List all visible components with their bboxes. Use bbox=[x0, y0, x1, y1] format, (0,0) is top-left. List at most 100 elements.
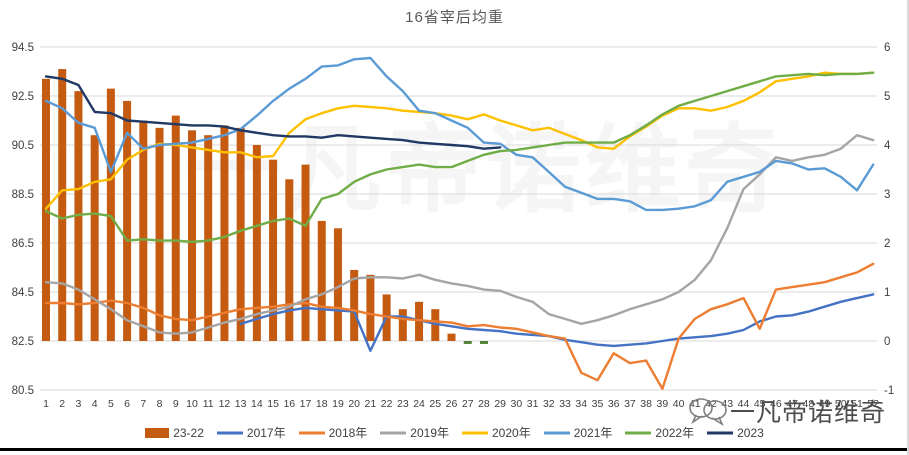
legend-label: 2018年 bbox=[328, 426, 368, 440]
legend-label: 2023 bbox=[737, 425, 764, 440]
series-line-2019年 bbox=[44, 133, 875, 335]
bottom-border bbox=[0, 448, 909, 451]
legend-label: 2021年 bbox=[573, 426, 613, 440]
legend-line-swatch bbox=[707, 431, 734, 434]
legend-bar-swatch bbox=[145, 427, 170, 438]
bar-23-22 bbox=[204, 135, 213, 341]
left-axis-tick-label: 82.5 bbox=[12, 336, 34, 348]
left-axis-tick-label: 86.5 bbox=[12, 238, 34, 250]
bar-23-22 bbox=[187, 130, 196, 341]
x-axis-tick-label: 12 bbox=[219, 398, 231, 410]
right-axis-tick-label: 1 bbox=[884, 287, 890, 299]
series-line-2022年 bbox=[44, 71, 875, 244]
x-axis-tick-label: 47 bbox=[786, 398, 798, 410]
legend-line-swatch bbox=[298, 431, 325, 434]
x-axis-tick-label: 15 bbox=[267, 398, 279, 410]
bar-23-22 bbox=[74, 91, 83, 341]
bar-23-22 bbox=[479, 341, 488, 344]
right-axis-tick-label: 5 bbox=[884, 91, 890, 103]
x-axis-tick-label: 1 bbox=[43, 398, 49, 410]
left-axis-tick-label: 80.5 bbox=[12, 385, 34, 397]
x-axis-tick-label: 17 bbox=[300, 398, 312, 410]
legend-line-swatch bbox=[543, 431, 570, 434]
series-line-2023 bbox=[44, 75, 502, 150]
legend-item-2018年: 2018年 bbox=[298, 424, 368, 441]
x-axis-tick-label: 21 bbox=[365, 398, 377, 410]
x-axis-tick-label: 37 bbox=[624, 398, 636, 410]
bar-23-22 bbox=[463, 341, 472, 344]
x-axis-tick-label: 14 bbox=[251, 398, 263, 410]
x-axis-tick-label: 25 bbox=[429, 398, 441, 410]
legend-label: 2017年 bbox=[246, 426, 286, 440]
series-line-2020年 bbox=[44, 71, 875, 210]
x-axis-tick-label: 11 bbox=[203, 398, 214, 410]
legend-label: 2019年 bbox=[410, 426, 449, 440]
x-axis-tick-label: 30 bbox=[511, 398, 523, 410]
bar-23-22 bbox=[431, 309, 440, 341]
x-axis-tick-label: 35 bbox=[592, 398, 604, 410]
x-axis-tick-label: 50 bbox=[835, 398, 847, 410]
x-axis-tick-label: 46 bbox=[770, 398, 782, 410]
x-axis-tick-label: 10 bbox=[186, 398, 198, 410]
legend-label: 2020年 bbox=[492, 426, 531, 440]
x-axis-tick-label: 29 bbox=[494, 398, 506, 410]
bar-23-22 bbox=[155, 127, 164, 341]
left-axis-tick-label: 90.5 bbox=[12, 140, 34, 152]
bar-23-22 bbox=[285, 179, 294, 341]
x-axis-tick-label: 16 bbox=[283, 398, 295, 410]
x-axis-tick-label: 19 bbox=[332, 398, 344, 410]
speech-bubbles-icon bbox=[689, 398, 727, 426]
x-axis-tick-label: 7 bbox=[140, 398, 146, 410]
bar-23-22 bbox=[236, 127, 245, 341]
right-border bbox=[907, 0, 909, 455]
x-axis-tick-label: 27 bbox=[462, 398, 474, 410]
bar-23-22 bbox=[171, 115, 180, 341]
x-axis-tick-label: 4 bbox=[92, 398, 98, 410]
series-line-2021年 bbox=[44, 56, 875, 212]
x-axis-tick-label: 40 bbox=[673, 398, 685, 410]
legend-item-2020年: 2020年 bbox=[462, 424, 531, 441]
bottom-watermark: 一凡帝诺维奇 bbox=[688, 393, 886, 429]
x-axis-tick-label: 31 bbox=[527, 398, 539, 410]
bar-23-22 bbox=[58, 69, 67, 342]
x-axis-tick-label: 39 bbox=[657, 398, 669, 410]
left-axis-tick-label: 88.5 bbox=[12, 189, 34, 201]
legend-item-2022年: 2022年 bbox=[625, 424, 694, 441]
right-axis-tick-label: 6 bbox=[884, 42, 890, 54]
legend-item-2019年: 2019年 bbox=[380, 424, 449, 441]
x-axis-tick-label: 26 bbox=[446, 398, 458, 410]
x-axis-tick-label: 13 bbox=[235, 398, 247, 410]
bar-23-22 bbox=[220, 125, 229, 342]
bar-23-22 bbox=[366, 274, 375, 341]
bar-23-22 bbox=[398, 309, 407, 341]
legend-item-2021年: 2021年 bbox=[543, 424, 613, 441]
x-axis-tick-label: 5 bbox=[108, 398, 114, 410]
x-axis-tick-label: 34 bbox=[575, 398, 587, 410]
series-line-2018年 bbox=[44, 262, 875, 390]
x-axis-tick-label: 43 bbox=[721, 398, 733, 410]
bar-23-22 bbox=[317, 220, 326, 341]
x-axis-tick-label: 51 bbox=[851, 398, 863, 410]
bar-23-22 bbox=[447, 333, 456, 341]
right-axis-tick-label: 2 bbox=[884, 238, 890, 250]
x-axis-tick-label: 52 bbox=[867, 398, 879, 410]
legend-line-swatch bbox=[380, 431, 407, 434]
left-axis-tick-label: 84.5 bbox=[12, 287, 34, 299]
bar-23-22 bbox=[106, 88, 115, 342]
legend-item-2023: 2023 bbox=[707, 426, 764, 440]
bar-23-22 bbox=[42, 78, 50, 341]
bar-23-22 bbox=[269, 159, 278, 341]
bar-23-22 bbox=[301, 164, 310, 341]
x-axis-tick-label: 9 bbox=[173, 398, 179, 410]
x-axis-tick-label: 28 bbox=[478, 398, 490, 410]
right-axis-tick-label: 3 bbox=[884, 189, 890, 201]
x-axis-tick-label: 3 bbox=[76, 398, 82, 410]
bar-23-22 bbox=[139, 120, 148, 341]
x-axis-tick-label: 49 bbox=[819, 398, 831, 410]
bar-23-22 bbox=[333, 228, 342, 341]
legend-line-swatch bbox=[216, 431, 243, 434]
x-axis-tick-label: 18 bbox=[316, 398, 328, 410]
legend-line-swatch bbox=[625, 431, 652, 434]
x-axis-tick-label: 22 bbox=[381, 398, 393, 410]
